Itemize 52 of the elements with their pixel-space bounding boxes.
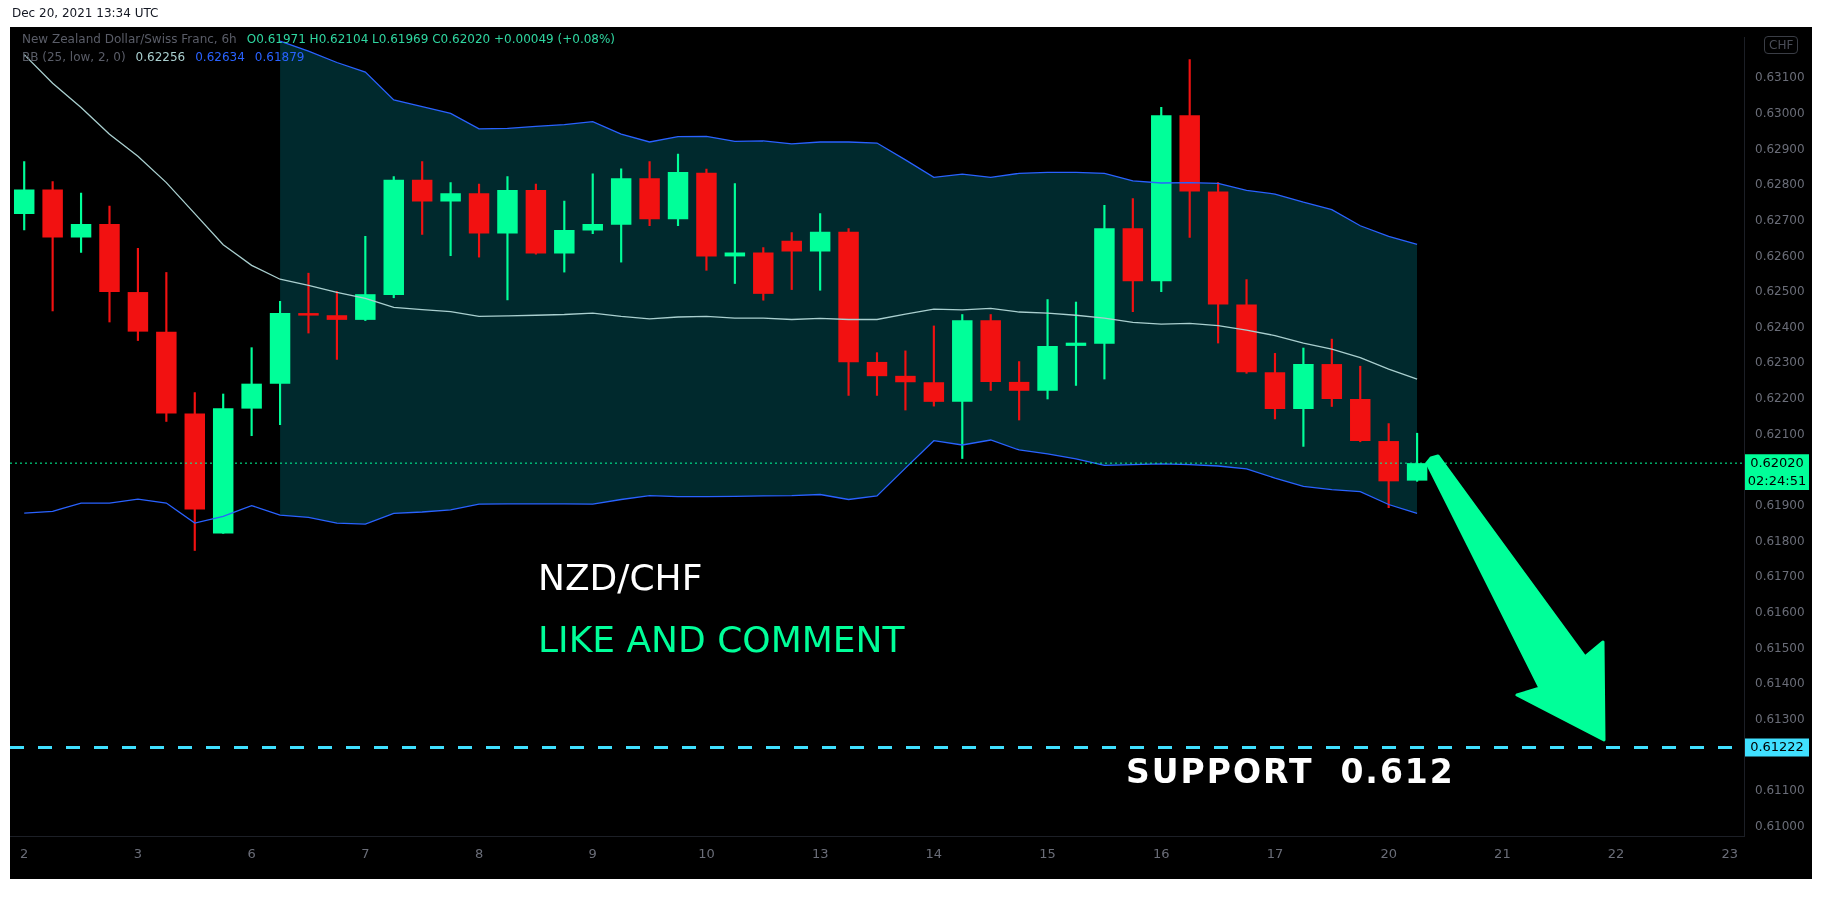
annotation: LIKE AND COMMENT (538, 619, 905, 660)
x-tick-label: 17 (1266, 846, 1284, 862)
y-tick-label: 0.61400 (1755, 676, 1805, 691)
annotation: O0.61971 H0.62104 L0.61969 C0.62020 +0.00049 (+0.08%) (246, 32, 616, 46)
y-tick-label: 0.62500 (1755, 284, 1805, 299)
x-tick-label: 8 (474, 846, 484, 862)
y-tick-label: 0.62800 (1755, 177, 1805, 192)
candlestick (298, 272, 319, 334)
candlestick (497, 176, 518, 301)
text: 02:24:51 (1745, 472, 1809, 491)
y-tick-label: 0.61700 (1755, 569, 1805, 584)
annotation: NZD/CHF (538, 557, 703, 598)
x-tick-label: 22 (1607, 846, 1625, 862)
y-tick-label: 0.63000 (1755, 105, 1805, 120)
annotation: 0.62634 (195, 50, 245, 64)
text: Dec 20, 2021 13:34 UTC (12, 6, 159, 20)
y-tick-label: 0.62900 (1755, 141, 1805, 156)
y-tick-label: 0.62100 (1755, 426, 1805, 441)
candlestick (895, 350, 916, 411)
x-tick-label: 3 (133, 846, 143, 862)
x-tick-label: 13 (811, 846, 829, 862)
x-tick-label: 14 (925, 846, 943, 862)
x-tick-label: 9 (588, 846, 597, 862)
text: CHF (1764, 36, 1799, 54)
y-tick-label: 0.62400 (1755, 319, 1805, 334)
y-tick-label: 0.62300 (1755, 355, 1805, 370)
x-tick-label: 16 (1152, 846, 1170, 862)
y-tick-label: 0.61300 (1755, 711, 1805, 726)
y-tick-label: 0.61100 (1755, 783, 1805, 798)
x-tick-label: 23 (1721, 846, 1739, 862)
x-tick-label: 7 (361, 846, 370, 862)
y-tick-label: 0.61000 (1755, 818, 1805, 833)
x-tick-label: 10 (698, 846, 715, 862)
chart-title: New Zealand Dollar/Swiss Franc, 6h (22, 32, 237, 46)
annotation: SUPPORT 0.612 (1126, 752, 1455, 791)
x-tick-label: 6 (247, 846, 256, 862)
annotation: 0.61879 (254, 50, 305, 64)
ref-line-label: 0.61222 (1750, 738, 1804, 754)
y-tick-label: 0.61500 (1755, 640, 1805, 655)
ref-line-label: 0.62020 (1750, 454, 1804, 470)
annotation: 0.62256 (135, 50, 186, 64)
y-tick-label: 0.63100 (1755, 70, 1805, 85)
y-tick-label: 0.62700 (1755, 212, 1805, 227)
y-tick-label: 0.62600 (1755, 248, 1805, 263)
x-tick-label: 2 (20, 846, 29, 862)
y-tick-label: 0.62200 (1755, 391, 1805, 406)
y-tick-label: 0.61800 (1755, 533, 1805, 548)
x-tick-label: 21 (1494, 846, 1511, 862)
y-tick-label: 0.61600 (1755, 604, 1805, 619)
x-tick-label: 15 (1039, 846, 1056, 862)
x-tick-label: 20 (1380, 846, 1397, 862)
y-tick-label: 0.61900 (1755, 498, 1805, 513)
